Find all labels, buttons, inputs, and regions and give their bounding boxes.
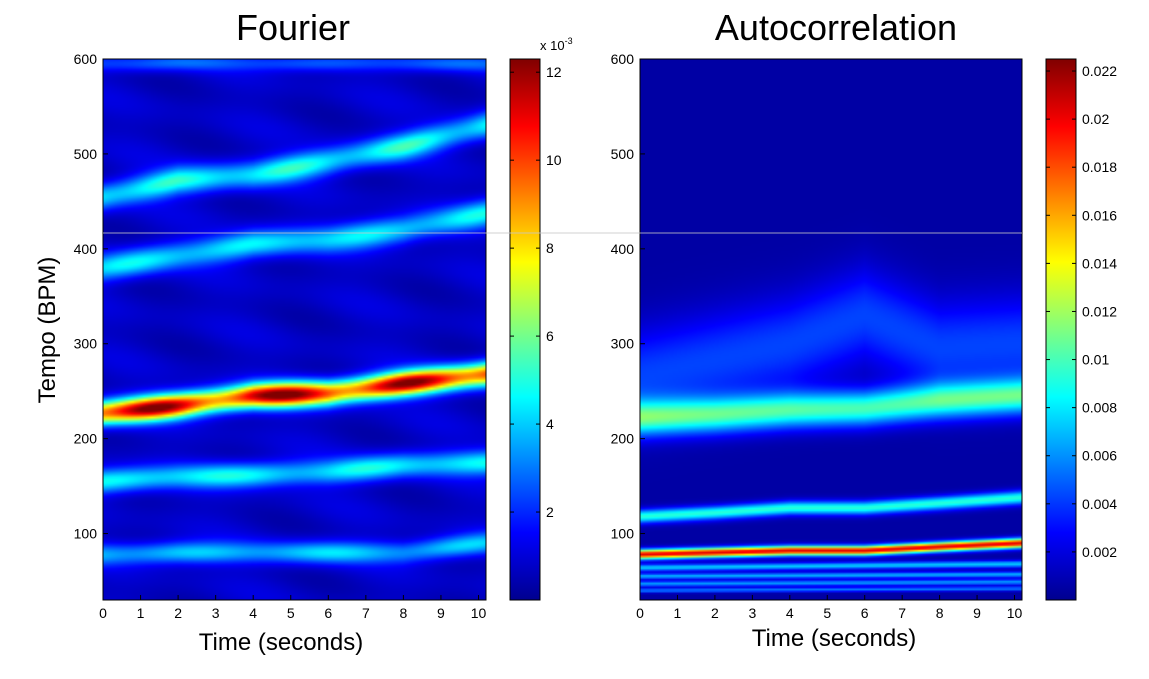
fourier-colorbar-exponent: x 10-3 (540, 36, 573, 53)
fourier-colorbar-exponent-base: x 10 (540, 38, 565, 53)
fourier-x-tick-label: 6 (324, 605, 332, 621)
autocorrelation-colorbar-tick-label: 0.014 (1082, 255, 1117, 271)
autocorrelation-x-tick-label: 4 (786, 605, 794, 621)
fourier-y-tick-label: 300 (74, 336, 98, 352)
autocorrelation-x-label: Time (seconds) (752, 625, 916, 652)
fourier-x-tick-label: 0 (99, 605, 107, 621)
fourier-y-tick-label: 100 (74, 526, 98, 542)
fourier-colorbar-tick-label: 8 (546, 240, 554, 256)
autocorrelation-y-tick-label: 100 (611, 526, 635, 542)
fourier-x-tick-label: 2 (174, 605, 182, 621)
fourier-y-label: Tempo (BPM) (34, 257, 61, 404)
autocorrelation-x-tick-label: 5 (823, 605, 831, 621)
autocorrelation-x-tick-label: 6 (861, 605, 869, 621)
autocorrelation-colorbar (1045, 58, 1077, 601)
autocorrelation-colorbar-tick-label: 0.008 (1082, 400, 1117, 416)
fourier-heatmap (103, 59, 486, 600)
autocorrelation-y-tick-label: 500 (611, 146, 635, 162)
fourier-x-tick-label: 7 (362, 605, 370, 621)
autocorrelation-colorbar-ticks: 0.002 0.004 0.006 0.008 0.01 0.012 0.014 0.016 0… (1046, 63, 1117, 560)
fourier-y-tick-label: 400 (74, 241, 98, 257)
autocorrelation-x-ticks: 0 1 2 3 4 5 6 7 8 9 10 (636, 595, 1023, 621)
autocorrelation-y-ticks: 100 200 300 400 500 600 (611, 51, 645, 542)
autocorrelation-colorbar-tick-label: 0.018 (1082, 159, 1117, 175)
autocorrelation-x-tick-label: 7 (898, 605, 906, 621)
autocorrelation-colorbar-tick-label: 0.01 (1082, 352, 1109, 368)
fourier-x-tick-label: 10 (471, 605, 487, 621)
fourier-colorbar-ticks: 2 4 6 8 10 12 (510, 64, 562, 520)
fourier-colorbar-tick-label: 4 (546, 416, 554, 432)
fourier-colorbar-tick-label: 12 (546, 64, 562, 80)
fourier-x-tick-label: 3 (212, 605, 220, 621)
fourier-y-ticks: 100 200 300 400 500 600 (74, 51, 108, 542)
autocorrelation-colorbar-tick-label: 0.006 (1082, 448, 1117, 464)
fourier-y-tick-label: 600 (74, 51, 98, 67)
fourier-x-tick-label: 5 (287, 605, 295, 621)
autocorrelation-x-tick-label: 10 (1007, 605, 1023, 621)
autocorrelation-colorbar-tick-label: 0.02 (1082, 111, 1109, 127)
autocorrelation-y-tick-label: 300 (611, 336, 635, 352)
autocorrelation-colorbar-tick-label: 0.022 (1082, 63, 1117, 79)
autocorrelation-panel: Autocorrelation 0 1 2 3 4 5 6 7 8 9 10 100 200 300 40… (611, 7, 1118, 652)
autocorrelation-colorbar-tick-label: 0.004 (1082, 496, 1117, 512)
fourier-y-tick-label: 200 (74, 431, 98, 447)
fourier-x-tick-label: 1 (137, 605, 145, 621)
autocorrelation-y-tick-label: 600 (611, 51, 635, 67)
fourier-x-tick-label: 8 (399, 605, 407, 621)
autocorrelation-colorbar-tick-label: 0.016 (1082, 207, 1117, 223)
fourier-colorbar-tick-label: 10 (546, 152, 562, 168)
fourier-colorbar-exponent-power: -3 (565, 36, 573, 46)
autocorrelation-axes-frame (639, 58, 1023, 601)
autocorrelation-heatmap (640, 59, 1022, 600)
autocorrelation-colorbar-tick-label: 0.002 (1082, 544, 1117, 560)
autocorrelation-x-tick-label: 2 (711, 605, 719, 621)
autocorrelation-colorbar-tick-label: 0.012 (1082, 303, 1117, 319)
fourier-x-tick-label: 9 (437, 605, 445, 621)
autocorrelation-title: Autocorrelation (715, 7, 957, 48)
fourier-x-label: Time (seconds) (199, 629, 363, 656)
fourier-colorbar-tick-label: 2 (546, 504, 554, 520)
fourier-colorbar (509, 58, 541, 601)
fourier-axes-frame (102, 58, 487, 601)
autocorrelation-x-tick-label: 9 (973, 605, 981, 621)
autocorrelation-x-tick-label: 0 (636, 605, 644, 621)
autocorrelation-y-tick-label: 200 (611, 431, 635, 447)
autocorrelation-x-tick-label: 1 (674, 605, 682, 621)
autocorrelation-x-tick-label: 8 (936, 605, 944, 621)
fourier-x-ticks: 0 1 2 3 4 5 6 7 8 9 10 (99, 595, 486, 621)
fourier-y-tick-label: 500 (74, 146, 98, 162)
autocorrelation-y-tick-label: 400 (611, 241, 635, 257)
fourier-title: Fourier (236, 7, 350, 48)
fourier-colorbar-tick-label: 6 (546, 328, 554, 344)
fourier-x-tick-label: 4 (249, 605, 257, 621)
fourier-panel: Fourier 0 1 2 3 4 5 6 7 8 9 10 100200300400500600 … (34, 7, 573, 656)
autocorrelation-x-tick-label: 3 (748, 605, 756, 621)
